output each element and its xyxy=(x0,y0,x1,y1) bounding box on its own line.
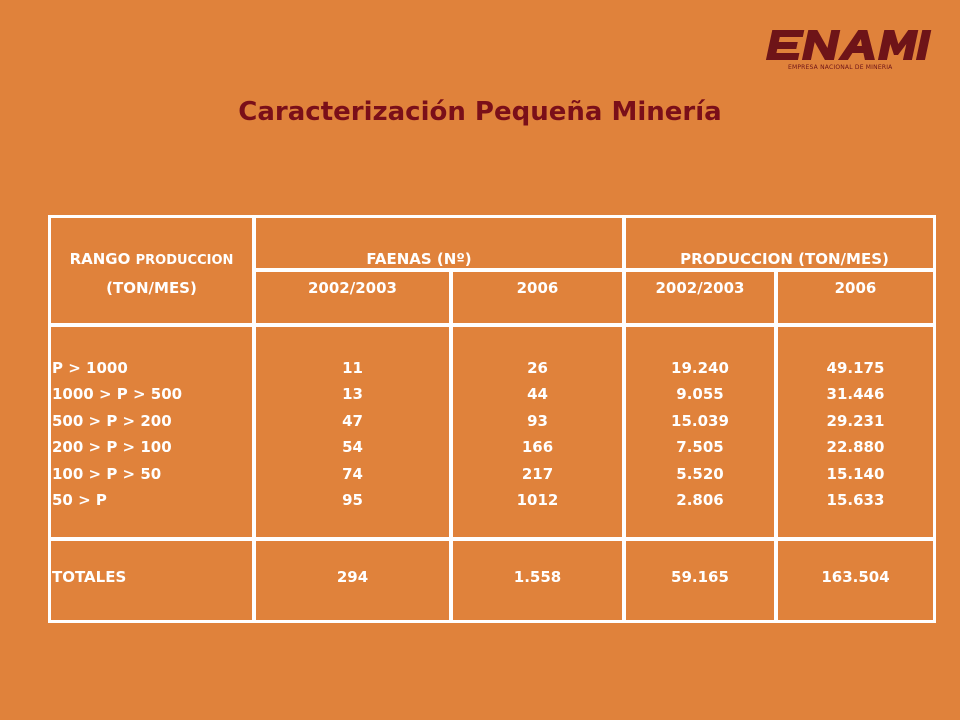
prod-2002-column: 19.240 9.055 15.039 7.505 5.520 2.806 xyxy=(626,355,774,513)
header-range-word: RANGO xyxy=(69,250,131,268)
row-faenas-2006: 44 xyxy=(527,385,548,404)
data-table: RANGO PRODUCCION (TON/MES) FAENAS (Nº) P… xyxy=(48,215,936,623)
totals-cell xyxy=(626,541,774,620)
totals-prod-2002: 59.165 xyxy=(671,568,729,586)
body-cell xyxy=(256,327,449,537)
row-prod-2006: 49.175 xyxy=(826,359,885,377)
row-faenas-2006: 1012 xyxy=(516,491,559,510)
totals-cell xyxy=(453,541,622,620)
row-range: 1000 > P > 500 xyxy=(52,385,183,404)
totals-faenas-2006: 1.558 xyxy=(513,568,562,586)
totals-label: TOTALES xyxy=(52,568,127,586)
enami-logo xyxy=(765,30,932,60)
row-prod-2006: 15.633 xyxy=(826,491,885,510)
row-range: 50 > P xyxy=(52,491,107,510)
header-period-cell xyxy=(453,272,622,323)
row-range: P > 1000 xyxy=(52,359,128,377)
row-faenas-2006: 217 xyxy=(521,464,554,483)
header-range-line1: RANGO PRODUCCION xyxy=(51,250,252,270)
row-faenas-2006: 166 xyxy=(521,438,554,457)
row-prod-2002: 9.055 xyxy=(676,385,724,404)
row-faenas-2002: 47 xyxy=(342,411,363,430)
totals-cell xyxy=(256,541,449,620)
faenas-2002-column: 11 13 47 54 74 95 xyxy=(256,355,449,513)
row-faenas-2002: 95 xyxy=(342,491,363,510)
row-prod-2006: 22.880 xyxy=(826,438,885,457)
totals-prod-2006: 163.504 xyxy=(821,568,890,586)
row-prod-2006: 29.231 xyxy=(826,411,885,430)
row-range: 100 > P > 50 xyxy=(52,464,162,483)
header-faenas-cell xyxy=(256,218,622,268)
totals-faenas-2002: 294 xyxy=(336,568,369,586)
prod-2006-column: 49.175 31.446 29.231 22.880 15.140 15.633 xyxy=(778,355,933,513)
header-period-prod-2006: 2006 xyxy=(834,279,877,297)
header-period-cell xyxy=(626,272,774,323)
faenas-2006-column: 26 44 93 166 217 1012 xyxy=(453,355,622,513)
body-cell xyxy=(626,327,774,537)
row-prod-2006: 15.140 xyxy=(826,464,885,483)
header-produccion-word: PRODUCCION xyxy=(135,253,234,268)
header-period-cell xyxy=(256,272,449,323)
row-faenas-2002: 54 xyxy=(342,438,363,457)
row-prod-2002: 7.505 xyxy=(676,438,724,457)
logo-tagline: EMPRESA NACIONAL DE MINERIA xyxy=(788,64,893,71)
body-cell xyxy=(51,327,252,537)
row-prod-2002: 2.806 xyxy=(676,491,724,510)
row-prod-2002: 19.240 xyxy=(671,359,729,377)
header-period-prod-2002: 2002/2003 xyxy=(655,279,745,297)
header-period-faenas-2006: 2006 xyxy=(516,279,559,297)
row-prod-2002: 5.520 xyxy=(676,464,724,483)
row-faenas-2002: 13 xyxy=(342,385,363,404)
row-faenas-2002: 11 xyxy=(342,359,363,377)
body-cell xyxy=(778,327,933,537)
row-faenas-2006: 93 xyxy=(527,411,548,430)
row-prod-2002: 15.039 xyxy=(671,411,729,430)
row-prod-2006: 31.446 xyxy=(826,385,885,404)
row-range: 500 > P > 200 xyxy=(52,411,172,430)
row-range: 200 > P > 100 xyxy=(52,438,172,457)
row-faenas-2002: 74 xyxy=(342,464,363,483)
totals-cell xyxy=(778,541,933,620)
header-produccion: PRODUCCION (TON/MES) xyxy=(680,250,889,268)
row-faenas-2006: 26 xyxy=(527,359,548,377)
header-range-line2: (TON/MES) xyxy=(106,279,197,297)
totals-cell xyxy=(51,541,252,620)
page-title: Caracterización Pequeña Minería xyxy=(238,97,722,127)
header-period-faenas-2002: 2002/2003 xyxy=(308,279,397,297)
header-period-cell xyxy=(778,272,933,323)
body-cell xyxy=(453,327,622,537)
header-range-cell xyxy=(51,218,252,323)
header-produccion-cell xyxy=(626,218,933,268)
range-column: P > 1000 1000 > P > 500 500 > P > 200 200 >… xyxy=(52,355,252,513)
header-faenas: FAENAS (Nº) xyxy=(366,250,472,268)
